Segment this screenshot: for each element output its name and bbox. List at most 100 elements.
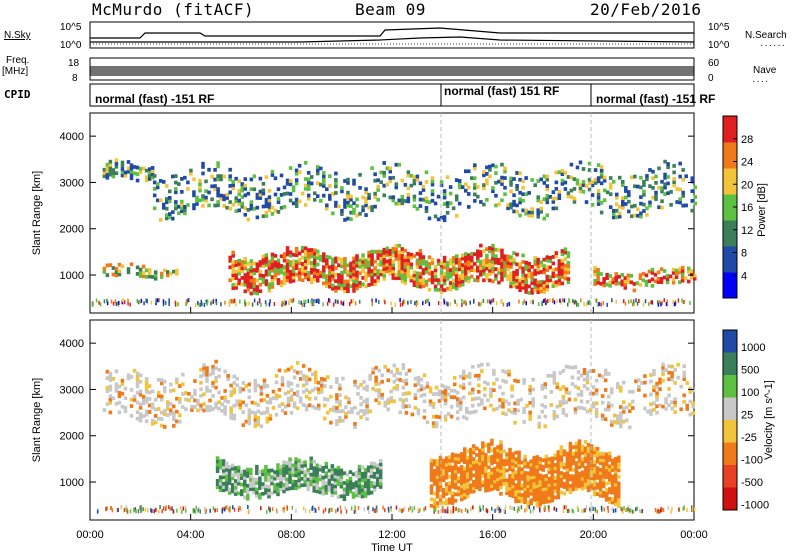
data-cell — [577, 442, 582, 447]
data-cell — [406, 271, 411, 276]
data-cell — [439, 183, 444, 188]
data-cell — [343, 263, 347, 268]
data-cell — [507, 401, 511, 406]
data-cell — [240, 507, 242, 512]
data-cell — [161, 509, 163, 514]
data-cell — [494, 180, 498, 185]
data-cell — [306, 180, 311, 185]
data-cell — [551, 261, 556, 266]
data-cell — [285, 461, 289, 465]
data-cell — [372, 507, 374, 512]
data-cell — [499, 446, 503, 451]
data-cell — [312, 264, 317, 269]
data-cell — [340, 286, 344, 291]
data-cell — [378, 462, 383, 467]
data-cell — [464, 374, 469, 379]
data-cell — [461, 376, 466, 380]
data-cell — [306, 261, 311, 265]
data-cell — [150, 275, 155, 279]
data-cell — [479, 269, 483, 274]
data-cell — [478, 448, 482, 453]
data-cell — [395, 505, 398, 510]
data-cell — [291, 278, 296, 283]
data-cell — [560, 258, 565, 263]
data-cell — [407, 404, 412, 409]
data-cell — [370, 166, 374, 171]
data-cell — [680, 278, 685, 283]
data-cell — [598, 487, 603, 492]
data-cell — [321, 491, 326, 496]
data-cell — [237, 507, 240, 512]
data-cell — [499, 469, 503, 474]
data-cell — [484, 479, 488, 483]
data-cell — [457, 257, 462, 262]
data-cell — [213, 203, 217, 208]
data-cell — [297, 458, 301, 463]
data-cell — [357, 484, 362, 489]
data-cell — [563, 298, 566, 303]
data-cell — [316, 298, 319, 303]
data-cell — [566, 254, 571, 259]
data-cell — [481, 470, 485, 475]
data-cell — [204, 179, 208, 184]
data-cell — [508, 457, 512, 462]
data-cell — [478, 461, 482, 466]
data-cell — [574, 451, 579, 456]
power-colorbar-label: Power [dB] — [756, 183, 768, 237]
data-cell — [581, 509, 583, 514]
data-cell — [255, 487, 259, 492]
data-cell — [528, 417, 532, 421]
data-cell — [135, 265, 140, 270]
data-cell — [400, 279, 405, 284]
data-cell — [243, 273, 248, 277]
data-cell — [340, 300, 342, 305]
data-cell — [609, 423, 614, 427]
data-cell — [312, 485, 316, 490]
data-cell — [351, 491, 356, 496]
data-cell — [416, 375, 421, 380]
data-cell — [659, 280, 664, 284]
data-cell — [642, 302, 645, 307]
data-cell — [514, 486, 518, 491]
data-cell — [656, 280, 661, 284]
data-cell — [276, 278, 281, 282]
data-cell — [214, 359, 218, 364]
colorbar-segment — [723, 487, 737, 511]
data-cell — [465, 455, 470, 460]
data-cell — [509, 265, 513, 269]
data-cell — [462, 457, 467, 461]
data-cell — [307, 299, 310, 304]
data-cell — [520, 467, 524, 472]
colorbar-segment — [723, 194, 737, 221]
data-cell — [369, 461, 374, 466]
data-cell — [469, 457, 473, 462]
data-cell — [461, 373, 466, 377]
data-cell — [246, 217, 251, 222]
data-cell — [481, 464, 485, 468]
data-cell — [325, 187, 329, 192]
data-cell — [208, 388, 212, 393]
data-cell — [512, 273, 516, 278]
data-cell — [378, 478, 383, 483]
data-cell — [361, 282, 365, 287]
data-cell — [243, 206, 248, 211]
data-cell — [481, 483, 485, 488]
data-cell — [224, 474, 229, 479]
data-cell — [294, 181, 299, 186]
data-cell — [312, 466, 316, 471]
data-cell — [378, 459, 383, 463]
data-cell — [389, 370, 394, 374]
data-cell — [320, 383, 324, 388]
data-cell — [429, 465, 434, 469]
data-cell — [598, 302, 600, 307]
data-cell — [150, 166, 155, 170]
data-cell — [619, 385, 623, 390]
data-cell — [490, 454, 494, 459]
data-cell — [258, 479, 262, 484]
data-cell — [361, 263, 365, 267]
data-cell — [354, 490, 359, 494]
cpid-segment-1: normal (fast) -151 RF — [95, 92, 214, 106]
data-cell — [280, 408, 285, 413]
data-cell — [660, 189, 664, 194]
data-cell — [261, 188, 266, 193]
